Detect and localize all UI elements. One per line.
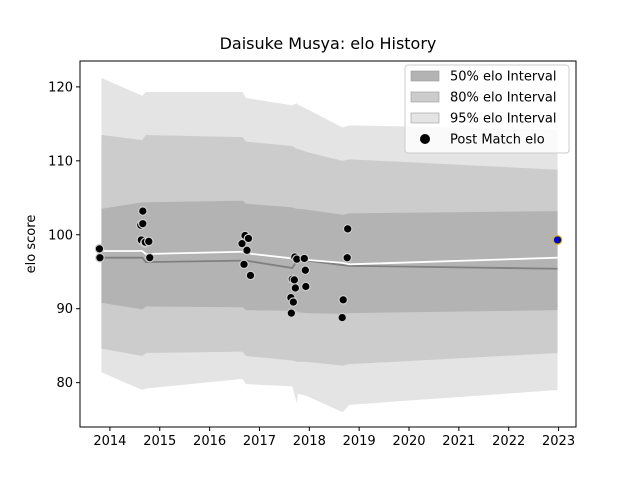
y-tick-label: 120 — [48, 80, 73, 95]
plot-frame — [79, 60, 577, 428]
post-match-point — [342, 252, 352, 263]
y-tick-label: 110 — [48, 154, 73, 169]
post-match-point — [337, 312, 348, 323]
post-match-point — [138, 218, 148, 229]
x-tick-label: 2023 — [542, 434, 575, 449]
post-match-point — [242, 245, 252, 256]
post-match-point — [239, 259, 249, 270]
legend: 50% elo Interval 80% elo Interval 95% elo … — [404, 64, 570, 154]
x-tick-label: 2021 — [442, 434, 475, 449]
post-match-point — [94, 244, 105, 254]
y-axis-label: elo score — [24, 215, 39, 274]
post-match-point — [338, 295, 349, 305]
post-match-point — [301, 281, 311, 292]
legend-swatch — [410, 70, 440, 82]
band-50-interval — [101, 200, 558, 314]
legend-label: 80% elo Interval — [450, 91, 557, 106]
legend-label: 95% elo Interval — [450, 112, 557, 127]
legend-marker — [420, 134, 430, 144]
legend-swatch — [410, 112, 440, 124]
legend-swatch — [410, 91, 440, 103]
median-elo-line — [101, 256, 558, 270]
post-match-point — [288, 297, 299, 307]
x-tick-label: 2015 — [143, 434, 176, 449]
legend-label: 50% elo Interval — [450, 70, 557, 85]
x-tick-label: 2014 — [93, 434, 126, 449]
post-match-point — [144, 252, 155, 263]
chart-title: Daisuke Musya: elo History — [220, 34, 437, 53]
post-match-point — [245, 270, 256, 281]
x-tick-label: 2019 — [343, 434, 376, 449]
post-match-point — [289, 275, 300, 285]
legend-label: Post Match elo — [450, 133, 545, 148]
post-match-point — [286, 308, 297, 318]
x-tick-label: 2020 — [392, 434, 425, 449]
post-match-point — [290, 283, 301, 293]
post-match-point — [300, 265, 311, 276]
post-match-point — [299, 253, 310, 264]
y-tick-label: 90 — [56, 302, 73, 317]
post-match-point — [342, 224, 353, 234]
current-elo-point — [552, 235, 563, 245]
x-tick-label: 2018 — [293, 434, 326, 449]
y-tick-label: 100 — [48, 228, 73, 243]
post-match-point — [237, 238, 247, 249]
x-tick-label: 2022 — [492, 434, 525, 449]
post-match-point — [143, 236, 154, 247]
x-tick-label: 2017 — [243, 434, 276, 449]
post-match-point — [243, 233, 254, 244]
post-match-point — [95, 252, 105, 263]
y-tick-label: 80 — [56, 376, 73, 391]
interval-bands — [101, 78, 558, 413]
post-match-point — [138, 206, 148, 216]
post-match-points — [94, 206, 563, 323]
legend-box — [404, 64, 570, 154]
x-tick-label: 2016 — [193, 434, 226, 449]
axes: 2014 2015 2016 2017 2018 2019 2020 2021 2022 2023… — [48, 60, 577, 449]
